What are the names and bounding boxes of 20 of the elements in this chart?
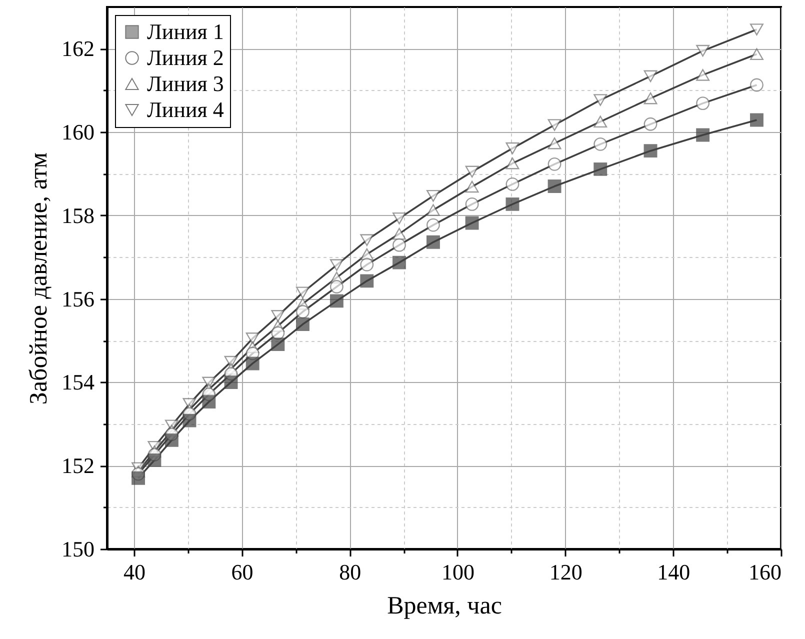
x-axis-title: Время, час <box>387 592 502 620</box>
y-tick-label: 154 <box>62 370 94 395</box>
y-tick-label: 150 <box>62 536 94 562</box>
legend-label: Линия 4 <box>147 97 224 122</box>
y-axis-title: Забойное давление, атм <box>26 152 52 405</box>
x-tick-label: 140 <box>657 560 690 584</box>
y-tick-label: 162 <box>62 36 94 62</box>
x-tick-label: 100 <box>441 560 474 584</box>
y-tick-label: 156 <box>62 286 94 312</box>
x-tick-label: 160 <box>748 560 782 584</box>
x-tick-label: 80 <box>339 560 362 584</box>
legend-label: Линия 1 <box>147 19 224 44</box>
y-tick-label: 160 <box>62 120 94 145</box>
legend-label: Линия 3 <box>147 71 224 96</box>
x-tick-label: 120 <box>549 560 582 584</box>
x-tick-label: 40 <box>123 560 146 584</box>
legend-label: Линия 2 <box>147 45 224 70</box>
y-tick-label: 152 <box>62 453 94 478</box>
y-tick-label: 158 <box>62 202 94 228</box>
x-tick-label: 60 <box>231 560 254 584</box>
